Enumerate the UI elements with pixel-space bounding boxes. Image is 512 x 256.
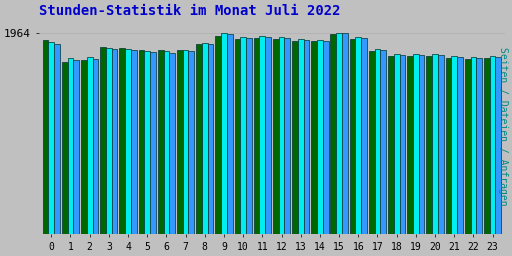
Bar xyxy=(202,43,208,234)
Bar xyxy=(350,39,355,234)
Bar xyxy=(304,40,309,234)
Bar xyxy=(279,37,284,234)
Bar xyxy=(139,50,144,234)
Bar xyxy=(432,54,438,234)
Y-axis label: Seiten / Dateien / Anfragen: Seiten / Dateien / Anfragen xyxy=(498,47,508,206)
Bar xyxy=(93,59,98,234)
Bar xyxy=(342,33,348,234)
Bar xyxy=(330,34,336,234)
Bar xyxy=(292,41,298,234)
Bar xyxy=(246,38,252,234)
Bar xyxy=(317,40,323,234)
Bar xyxy=(465,59,471,234)
Bar xyxy=(119,48,125,234)
Bar xyxy=(144,50,150,234)
Bar xyxy=(471,57,476,234)
Bar xyxy=(445,58,452,234)
Bar xyxy=(227,34,232,234)
Bar xyxy=(158,50,163,234)
Bar xyxy=(234,39,240,234)
Bar xyxy=(273,39,279,234)
Bar xyxy=(169,52,175,234)
Bar xyxy=(457,57,463,234)
Bar xyxy=(355,37,361,234)
Bar xyxy=(311,41,317,234)
Bar xyxy=(484,58,489,234)
Bar xyxy=(221,33,227,234)
Bar xyxy=(125,49,131,234)
Bar xyxy=(150,51,156,234)
Bar xyxy=(68,58,73,234)
Bar xyxy=(323,41,329,234)
Bar xyxy=(54,44,60,234)
Bar xyxy=(81,60,87,234)
Bar xyxy=(240,37,246,234)
Bar xyxy=(188,51,194,234)
Bar xyxy=(419,55,424,234)
Bar xyxy=(260,36,265,234)
Bar xyxy=(100,47,106,234)
Bar xyxy=(183,50,188,234)
Bar xyxy=(216,36,221,234)
Bar xyxy=(369,51,375,234)
Bar xyxy=(131,50,137,234)
Bar xyxy=(163,51,169,234)
Bar xyxy=(208,44,214,234)
Bar xyxy=(496,57,501,234)
Bar xyxy=(489,56,496,234)
Text: Stunden-Statistik im Monat Juli 2022: Stunden-Statistik im Monat Juli 2022 xyxy=(39,4,340,18)
Bar xyxy=(42,40,49,234)
Bar xyxy=(336,33,342,234)
Bar xyxy=(375,49,380,234)
Bar xyxy=(87,57,93,234)
Bar xyxy=(380,50,386,234)
Bar xyxy=(426,56,432,234)
Bar xyxy=(388,56,394,234)
Bar xyxy=(106,48,112,234)
Bar xyxy=(254,38,260,234)
Bar xyxy=(394,54,399,234)
Bar xyxy=(73,60,79,234)
Bar xyxy=(452,56,457,234)
Bar xyxy=(62,62,68,234)
Bar xyxy=(196,44,202,234)
Bar xyxy=(399,55,406,234)
Bar xyxy=(476,58,482,234)
Bar xyxy=(413,54,419,234)
Bar xyxy=(298,39,304,234)
Bar xyxy=(438,55,444,234)
Bar xyxy=(284,38,290,234)
Bar xyxy=(265,37,271,234)
Bar xyxy=(49,42,54,234)
Bar xyxy=(407,56,413,234)
Bar xyxy=(177,49,183,234)
Bar xyxy=(361,38,367,234)
Bar xyxy=(112,49,117,234)
